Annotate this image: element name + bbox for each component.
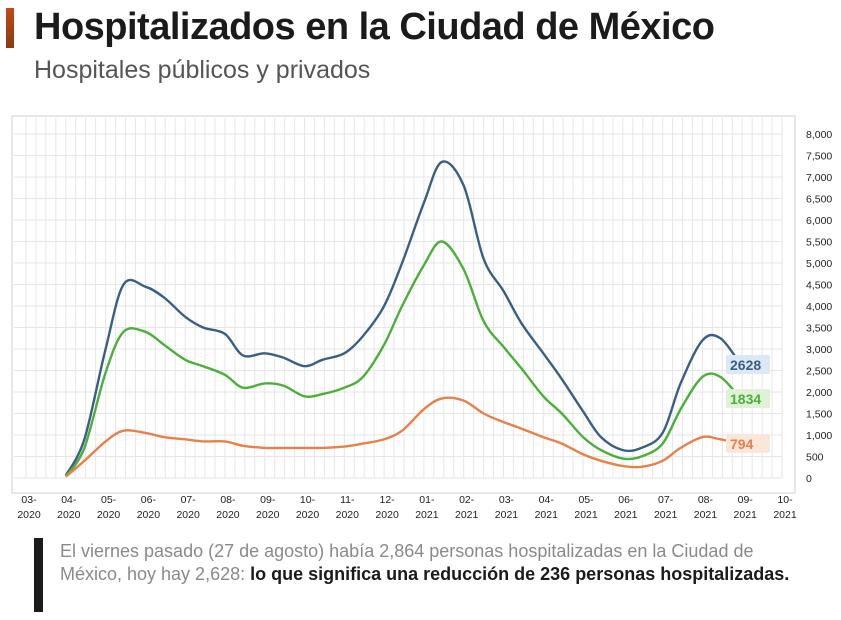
x-tick-label: 06- [141, 494, 157, 506]
hospitalizations-chart: 0 500 1,000 1,500 2,000 2,500 3,000 3,500 4,000 4… [11, 115, 832, 521]
end-label-value: 794 [730, 436, 754, 452]
x-tick-label: 2021 [734, 509, 758, 521]
y-tick-label: 500 [806, 452, 824, 464]
x-tick-label: 09- [738, 494, 754, 506]
x-tick-label: 2020 [57, 509, 81, 521]
end-label-background [726, 354, 770, 374]
series-line-3 [65, 396, 742, 478]
end-label-background [726, 389, 770, 409]
x-tick-label: 2021 [694, 509, 718, 521]
y-tick-label: 7,000 [806, 172, 832, 184]
x-tick-label: 2020 [137, 509, 161, 521]
x-tick-label: 2021 [535, 509, 559, 521]
series-line-1 [64, 160, 742, 476]
x-tick-label: 11- [340, 494, 355, 506]
y-tick-label: 3,000 [806, 344, 832, 356]
x-tick-label: 01- [419, 494, 435, 506]
y-tick-label: 1,500 [806, 409, 832, 421]
x-tick-label: 2020 [97, 509, 121, 521]
x-tick-label: 2021 [455, 509, 479, 521]
summary-note-bold: lo que significa una reducción de 236 pe… [250, 564, 790, 584]
end-label-value: 1834 [730, 391, 761, 407]
y-tick-label: 3,500 [806, 323, 832, 335]
y-tick-label: 6,000 [806, 215, 832, 227]
y-tick-label: 4,500 [806, 280, 832, 292]
y-tick-label: 2,000 [806, 387, 832, 399]
x-tick-label: 2021 [415, 509, 439, 521]
x-tick-label: 2020 [216, 509, 240, 521]
y-tick-label: 2,500 [806, 366, 832, 378]
summary-note-plain: El viernes pasado (27 de agosto) había 2… [60, 541, 754, 584]
x-tick-label: 05- [578, 494, 594, 506]
x-tick-label: 06- [618, 494, 634, 506]
x-tick-label: 04- [61, 494, 77, 506]
x-tick-label: 2020 [336, 509, 360, 521]
x-tick-label: 2020 [176, 509, 200, 521]
x-tick-label: 10- [300, 494, 316, 506]
x-tick-label: 07- [181, 494, 197, 506]
y-tick-label: 6,500 [806, 194, 832, 206]
note-accent-bar [34, 538, 43, 612]
y-tick-label: 0 [806, 473, 812, 485]
x-tick-label: 04- [539, 494, 555, 506]
x-tick-label: 2020 [296, 509, 320, 521]
chart-subtitle: Hospitales públicos y privados [34, 56, 371, 84]
end-label-background [726, 433, 770, 453]
x-tick-label: 07- [658, 494, 674, 506]
x-tick-label: 03- [21, 494, 37, 506]
x-tick-label: 2021 [773, 509, 797, 521]
x-tick-label: 10- [777, 494, 793, 506]
series-line-2 [64, 240, 742, 478]
x-tick-label: 2020 [256, 509, 280, 521]
x-tick-label: 08- [220, 494, 236, 506]
x-tick-label: 03- [499, 494, 515, 506]
x-tick-label: 02- [459, 494, 475, 506]
x-tick-label: 09- [260, 494, 276, 506]
summary-note: El viernes pasado (27 de agosto) había 2… [60, 540, 820, 586]
x-tick-label: 08- [698, 494, 714, 506]
y-tick-label: 5,500 [806, 237, 832, 249]
x-tick-label: 2021 [574, 509, 598, 521]
x-tick-label: 12- [380, 494, 396, 506]
title-accent-bar [6, 8, 14, 48]
chart-title: Hospitalizados en la Ciudad de México [34, 6, 715, 48]
x-tick-label: 2021 [654, 509, 678, 521]
y-tick-label: 7,500 [806, 151, 832, 163]
y-tick-label: 1,000 [806, 430, 832, 442]
y-tick-label: 5,000 [806, 258, 832, 270]
x-tick-label: 2021 [614, 509, 638, 521]
end-label-value: 2628 [730, 357, 761, 373]
x-tick-label: 2020 [17, 509, 41, 521]
y-tick-label: 8,000 [806, 129, 832, 141]
x-tick-label: 05- [101, 494, 117, 506]
x-tick-label: 2020 [375, 509, 399, 521]
x-tick-label: 2021 [495, 509, 519, 521]
y-tick-label: 4,000 [806, 301, 832, 313]
